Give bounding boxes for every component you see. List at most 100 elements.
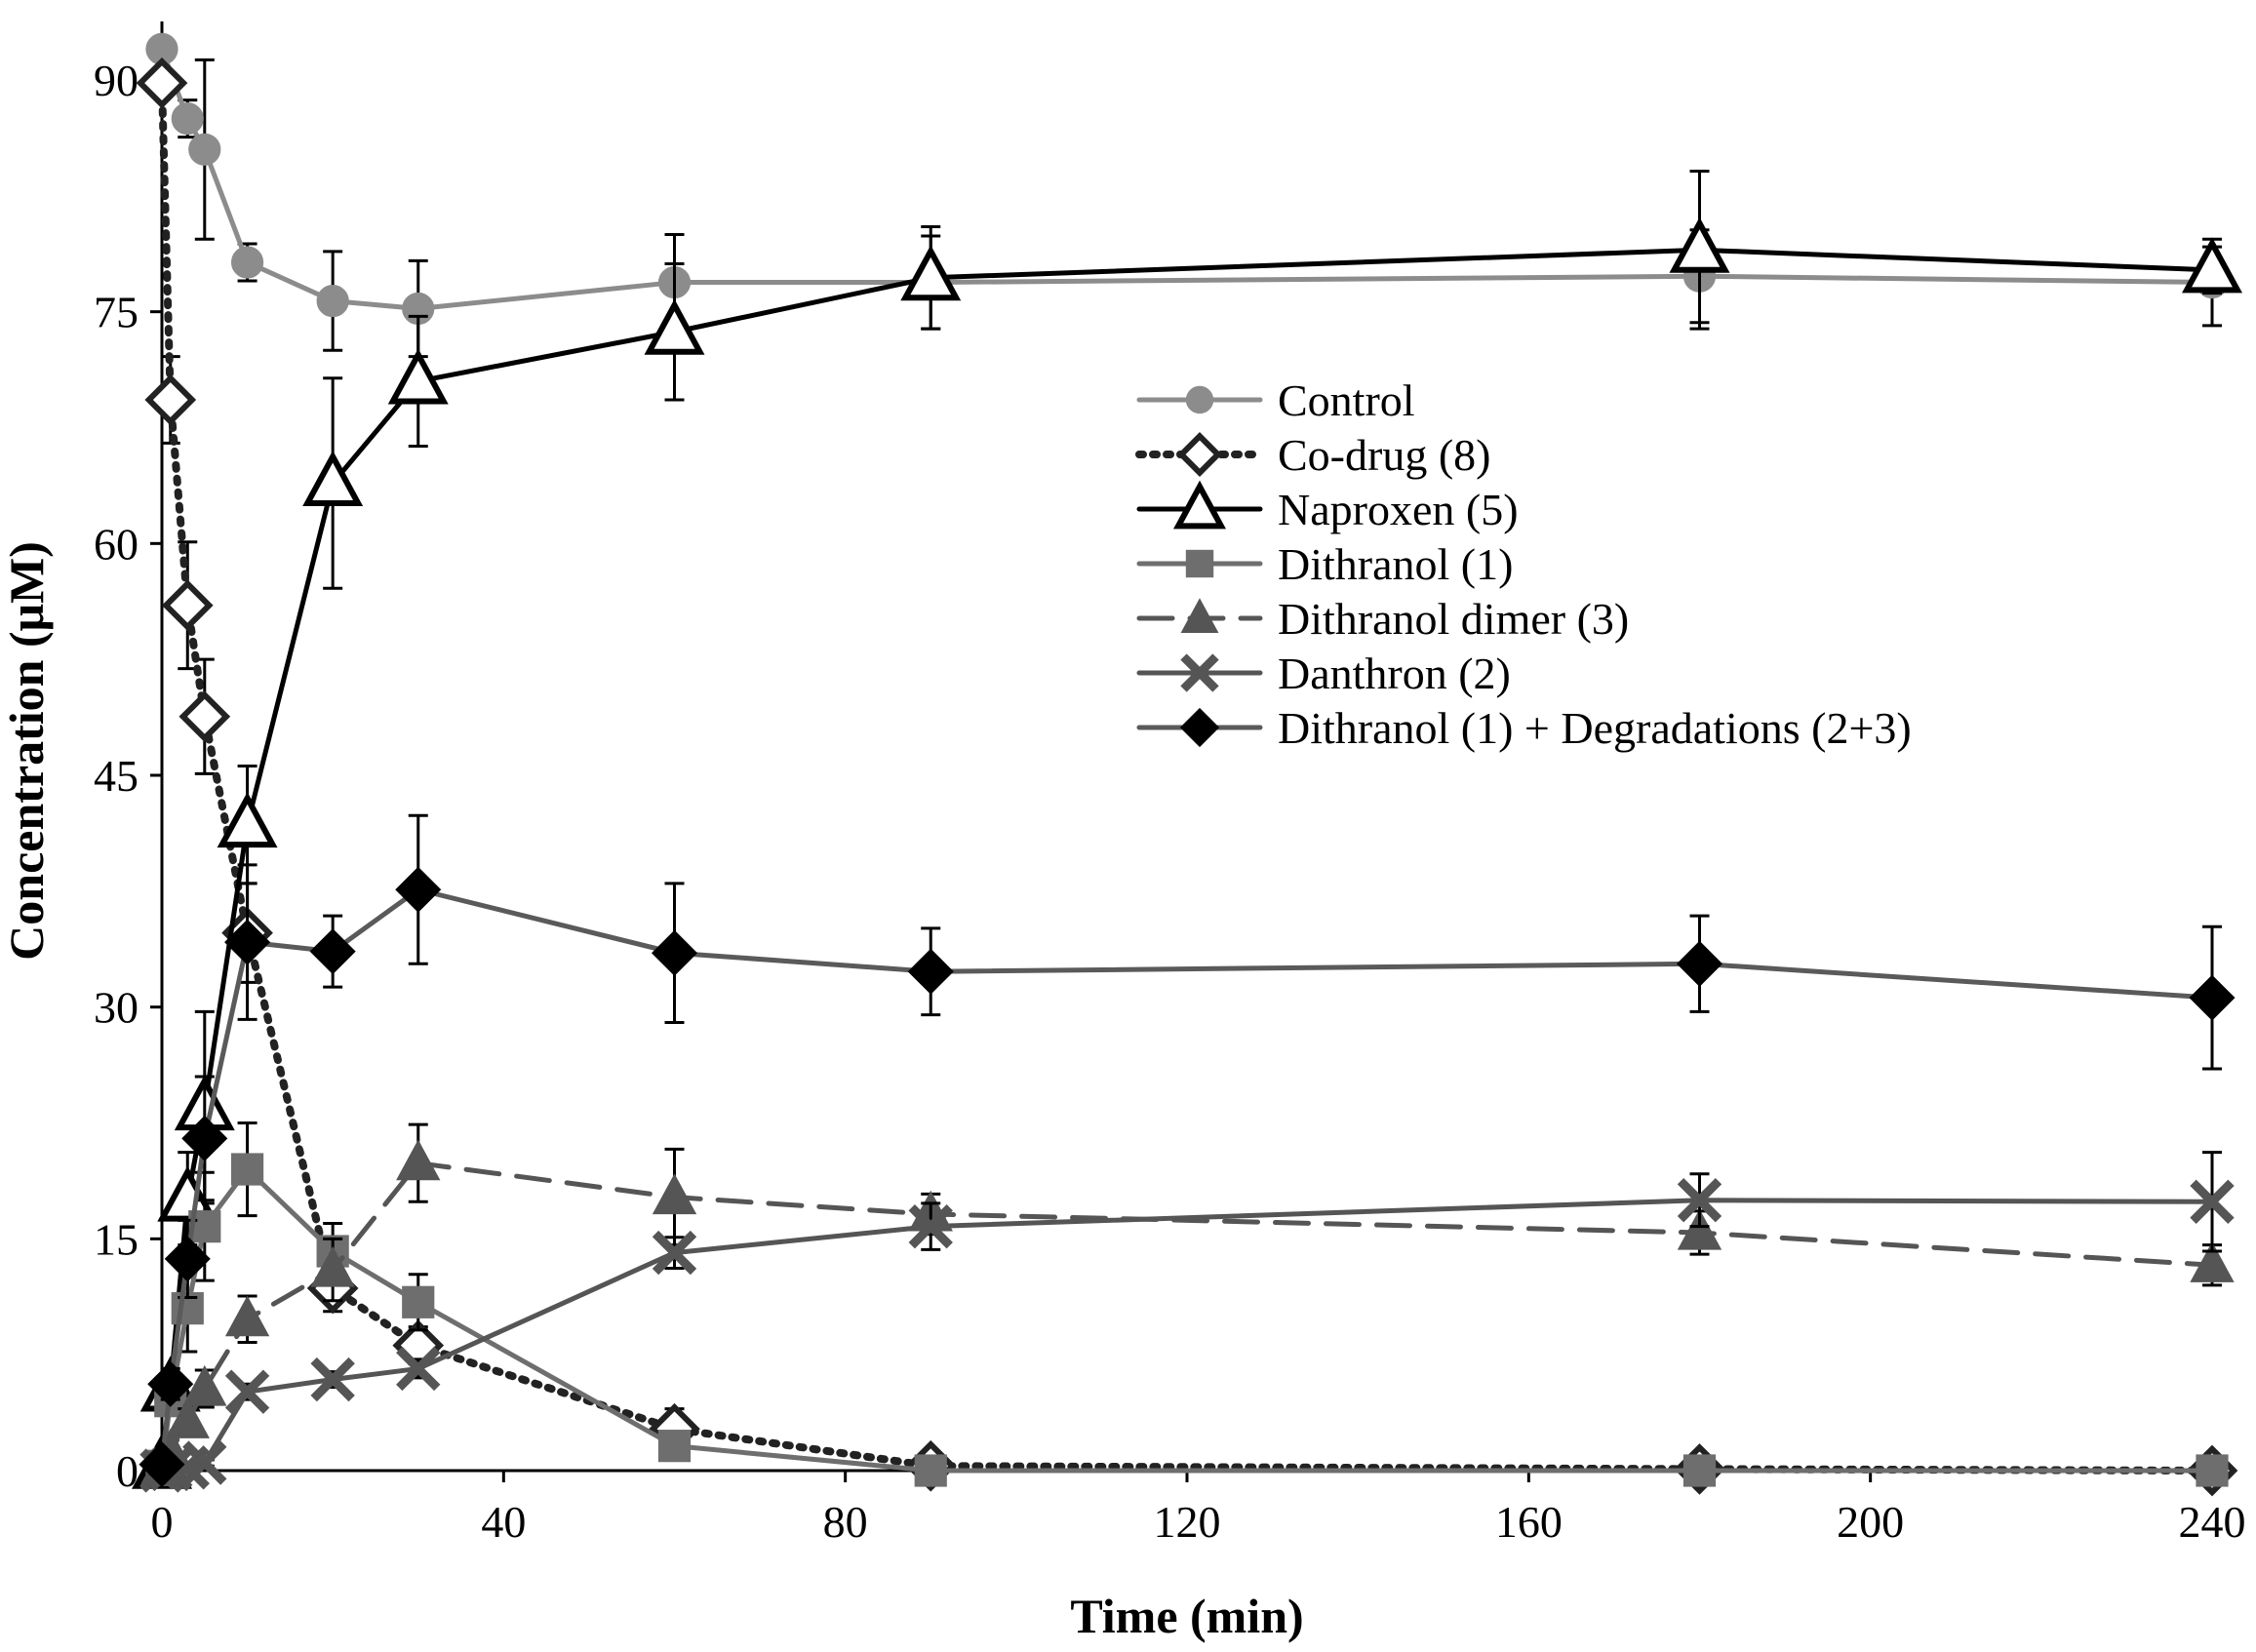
y-tick-label: 60 (94, 519, 139, 569)
legend-item: Naproxen (5) (1136, 480, 1519, 534)
x-tick-label: 40 (481, 1497, 526, 1547)
data-point (302, 450, 364, 507)
data-point (914, 1454, 947, 1487)
series-layer (132, 32, 2242, 1497)
data-point (178, 690, 231, 743)
data-point (2190, 1241, 2235, 1282)
legend-marker (1185, 549, 1214, 578)
data-point (147, 1360, 194, 1407)
data-point (171, 102, 204, 136)
data-point (182, 1440, 227, 1485)
legend-label: Control (1278, 375, 1415, 425)
data-point (2189, 974, 2236, 1021)
data-point (157, 1165, 218, 1222)
x-tick-label: 240 (2179, 1497, 2246, 1547)
legend-label: Dithranol dimer (3) (1278, 594, 1629, 644)
data-point (396, 1139, 441, 1181)
x-axis-title: Time (min) (1070, 1589, 1303, 1643)
legend-label: Co-drug (8) (1278, 430, 1490, 480)
legend-label: Danthron (2) (1278, 649, 1511, 698)
series-line (159, 886, 2215, 1468)
data-point (144, 374, 197, 426)
data-point (164, 1236, 211, 1282)
series-line (159, 46, 2215, 311)
data-point (181, 1115, 228, 1161)
y-tick-label: 75 (94, 288, 139, 337)
legend-marker (1185, 385, 1214, 414)
data-point (907, 948, 954, 995)
y-tick-label: 30 (94, 983, 139, 1033)
data-point (908, 1203, 953, 1249)
y-tick-label: 15 (94, 1214, 139, 1264)
y-tick-label: 0 (116, 1446, 139, 1496)
data-point (651, 929, 698, 976)
legend-item: Danthron (2) (1136, 649, 1511, 698)
data-point (165, 1397, 210, 1438)
data-point (161, 579, 214, 632)
series-2 (132, 169, 2242, 1489)
data-point (230, 1153, 264, 1186)
legend-marker (1177, 432, 1222, 477)
legend-label: Dithranol (1) (1278, 539, 1513, 589)
data-point (396, 1346, 441, 1392)
data-point (1676, 940, 1723, 987)
x-tick-label: 80 (823, 1497, 868, 1547)
legend-marker (1173, 480, 1226, 530)
data-point (139, 1441, 185, 1488)
y-axis-title: Concentration (μM) (0, 541, 54, 961)
data-point (224, 919, 271, 965)
legend-item: Dithranol (1) (1136, 539, 1513, 589)
data-point (310, 1245, 355, 1287)
series-line (159, 1160, 2215, 1472)
data-point (2196, 1454, 2229, 1487)
data-point (310, 1357, 355, 1402)
data-point (652, 1230, 697, 1276)
legend-item: Dithranol dimer (3) (1136, 594, 1629, 644)
series-1 (136, 57, 2238, 1497)
legend-marker (1179, 707, 1220, 748)
data-point (224, 1369, 270, 1414)
data-point (182, 1364, 227, 1406)
y-tick-label: 90 (94, 56, 139, 105)
x-tick-label: 0 (151, 1497, 174, 1547)
data-point (2182, 237, 2242, 294)
data-point (188, 133, 221, 166)
x-tick-label: 160 (1495, 1497, 1563, 1547)
legend-label: Naproxen (5) (1278, 485, 1519, 534)
data-point (136, 57, 188, 109)
data-point (230, 246, 264, 279)
series-0 (145, 32, 2229, 359)
x-tick-label: 120 (1154, 1497, 1221, 1547)
data-point (309, 928, 356, 975)
data-point (224, 1295, 270, 1337)
data-point (1682, 1454, 1717, 1487)
series-3 (145, 1121, 2229, 1487)
data-point (1669, 216, 1730, 273)
data-point (652, 1173, 697, 1215)
data-point (395, 866, 442, 913)
legend-item: Dithranol (1) + Degradations (2+3) (1136, 703, 1912, 753)
y-tick-label: 45 (94, 751, 139, 801)
data-point (657, 1430, 692, 1463)
ticks: 0 15 30 45 60 75 90 0 40 80 120 160 200 240 (94, 56, 2246, 1547)
series-6 (139, 813, 2236, 1488)
legend-marker (1180, 653, 1219, 692)
x-tick-label: 200 (1837, 1497, 1904, 1547)
series-line (159, 247, 2215, 1469)
data-point (1677, 1208, 1722, 1250)
data-point (644, 298, 705, 355)
data-point (1677, 1178, 1722, 1223)
series-line (159, 1198, 2215, 1474)
data-point (387, 348, 449, 405)
series-4 (139, 1122, 2235, 1486)
data-point (402, 1285, 435, 1318)
legend-item: Co-drug (8) (1135, 430, 1490, 480)
data-point (900, 245, 962, 301)
data-point (316, 284, 349, 318)
legend-item: Control (1136, 375, 1415, 425)
data-point (2190, 1179, 2235, 1224)
series-line (159, 1166, 2215, 1474)
legend-label: Dithranol (1) + Degradations (2+3) (1278, 703, 1912, 753)
